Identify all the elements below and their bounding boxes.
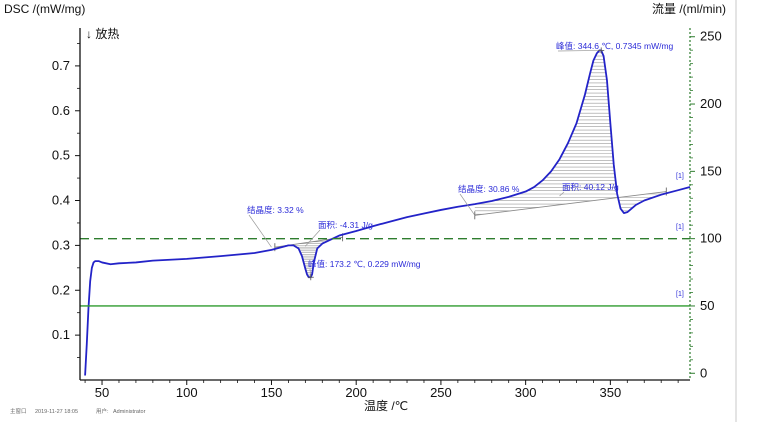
y2-axis-title: 流量 /(ml/min) (652, 2, 726, 16)
x-tick-label: 200 (345, 385, 367, 400)
footer-user: Administrator (113, 409, 146, 415)
y2-tick-label: 250 (700, 29, 722, 44)
annotation-leader (559, 191, 565, 197)
y-tick-label: 0.4 (52, 193, 70, 208)
annotation-label: 结晶度: 3.32 % (247, 205, 304, 215)
dsc-curve (84, 49, 691, 376)
annotation-leader (557, 50, 602, 52)
footer-label-window: 主窗口 (10, 407, 27, 415)
annotation-label: 面积: 40.12 J/g (562, 182, 619, 192)
footer-datetime: 2019-11-27 18:05 (35, 409, 78, 415)
y-tick-label: 0.2 (52, 282, 70, 297)
x-tick-label: 150 (261, 385, 283, 400)
annotation-label: 峰值: 173.2 ℃, 0.229 mW/mg (308, 259, 421, 269)
annotation-label: 结晶度: 30.86 % (458, 184, 520, 194)
y-tick-label: 0.3 (52, 237, 70, 252)
y-tick-label: 0.1 (52, 327, 70, 342)
annotation-label: 面积: -4.31 J/g (318, 220, 373, 230)
curve-flag: [1] (676, 224, 684, 231)
annotation-leader (248, 214, 272, 248)
y2-tick-label: 100 (700, 231, 722, 246)
y-tick-label: 0.6 (52, 103, 70, 118)
y2-tick-label: 0 (700, 365, 707, 380)
annotation-leader (305, 229, 321, 247)
curve-flag: [1] (676, 173, 684, 180)
x-tick-label: 350 (600, 385, 622, 400)
curve-flag: [1] (676, 291, 684, 298)
footer-label-user: 用户: (96, 407, 109, 415)
y2-tick-label: 200 (700, 96, 722, 111)
x-tick-label: 300 (515, 385, 537, 400)
annotation-leader (459, 193, 476, 216)
x-tick-label: 250 (430, 385, 452, 400)
exotherm-direction-note: ↓ 放热 (86, 26, 119, 41)
y2-tick-label: 50 (700, 298, 714, 313)
x-tick-label: 100 (176, 385, 198, 400)
y-tick-label: 0.7 (52, 58, 70, 73)
y-tick-label: 0.5 (52, 148, 70, 163)
y-axis-title: DSC /(mW/mg) (4, 2, 85, 16)
annotation-label: 峰值: 344.6 ℃, 0.7345 mW/mg (556, 41, 674, 51)
y2-tick-label: 150 (700, 163, 722, 178)
x-tick-label: 50 (95, 385, 109, 400)
x-axis-title: 温度 /℃ (364, 398, 408, 413)
peak-baseline (474, 191, 667, 216)
